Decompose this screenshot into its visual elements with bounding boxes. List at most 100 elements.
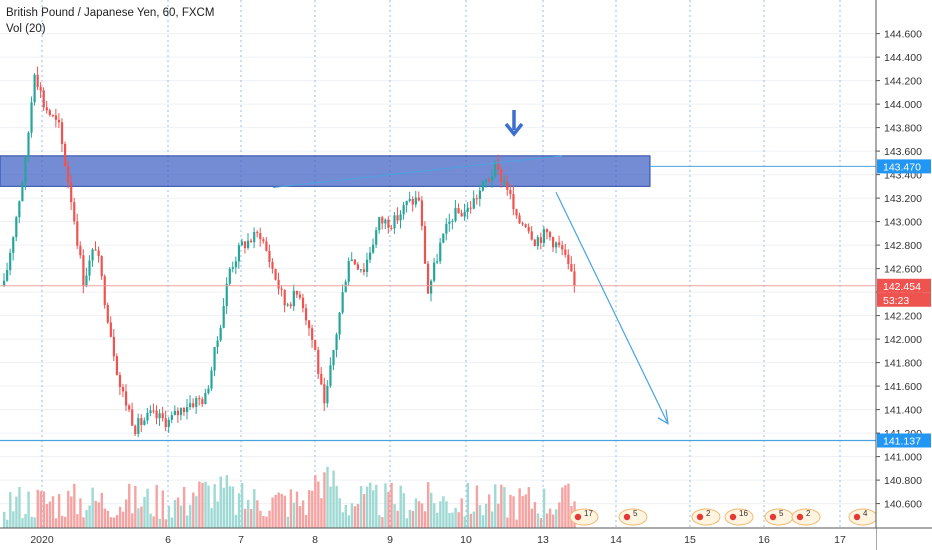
volume-bar [289,489,293,528]
volume-bar [359,486,363,528]
candle-body [277,279,280,289]
candle-body [152,410,155,412]
volume-bar [262,515,265,528]
candle-body [271,262,274,269]
volume-bar [219,476,222,528]
volume-bar [445,501,448,528]
candle-body [460,213,463,217]
volume-indicator-label: Vol (20) [6,23,46,35]
volume-bar [384,483,387,528]
candle-body [225,283,228,307]
price-tick-label: 140.800 [884,475,922,487]
event-flag-icon [623,513,631,521]
candle-body [250,240,253,243]
volume-bar [137,508,140,528]
candle-body [109,322,112,337]
price-tick-label: 140.600 [884,499,922,511]
candle-body [70,182,73,203]
candle-body [97,250,100,257]
volume-bar [57,494,61,528]
time-label: 8 [312,534,318,546]
event-marker [691,508,721,526]
candle-body [558,242,561,246]
volume-bar [79,498,82,528]
candle-body [195,398,198,407]
candle-body [170,415,173,420]
candle-body [539,237,542,243]
event-flag-icon [574,513,582,521]
candle-body [436,261,439,263]
candle-body [545,229,549,233]
volume-bar [134,485,137,528]
volume-bar [140,506,143,528]
volume-bar [112,517,116,528]
candle-body [353,259,356,265]
candle-body [478,190,481,199]
volume-bar [347,515,351,528]
volume-bar [48,501,52,528]
candle-body [524,224,527,228]
volume-bar [500,484,503,528]
time-label: 6 [165,534,171,546]
candle-body [21,183,24,202]
candle-body [149,410,152,413]
time-label: 13 [537,534,549,546]
event-flag-icon [769,513,777,521]
volume-bar [198,481,201,528]
candle-body [463,211,466,217]
candle-body [326,385,329,404]
volume-bar [186,515,189,528]
volume-bar [42,491,46,528]
candle-body [256,232,259,234]
candle-body [552,237,555,248]
volume-bar [481,515,485,528]
candle-body [521,223,524,225]
candle-body [448,221,451,224]
price-tick-label: 144.600 [884,29,922,41]
volume-bar [451,512,454,528]
candle-body [350,259,353,261]
candle-body [182,408,186,413]
volume-bar [167,505,171,528]
volume-bar [524,494,527,528]
volume-bar [536,513,540,528]
candle-body [274,268,277,280]
candle-body [213,347,216,371]
candle-body [298,294,302,298]
volume-bar [365,486,369,528]
volume-bar [301,500,305,528]
volume-bar [118,506,122,528]
volume-bar [375,484,378,528]
price-tick-label: 143.600 [884,146,922,158]
event-count: 5 [779,509,784,518]
resistance-zone-layer [0,155,651,187]
plot-background [0,0,876,528]
volume-bar [115,515,119,528]
volume-bar [353,506,357,528]
candle-body [100,256,103,277]
candle-body [106,305,109,323]
volume-bar [21,518,24,528]
candle-body [12,237,15,253]
candle-body [54,115,58,120]
time-label: 9 [387,534,393,546]
volume-bar [463,516,466,528]
price-tag-143470-bg [877,159,931,174]
candle-body [536,237,539,246]
candle-body [210,370,213,389]
time-axis-bg [0,528,876,550]
volume-bar [173,499,177,528]
candle-body [338,312,341,335]
candle-body [179,408,183,416]
candle-body [289,304,292,307]
candle-body [384,219,387,224]
volume-bar [237,493,241,528]
volume-bar [567,483,570,528]
volume-bar [12,511,15,528]
candle-body [280,288,283,290]
volume-bar [545,513,549,528]
candle-body [118,375,122,388]
candle-body [9,252,12,271]
candle-body [222,306,225,328]
